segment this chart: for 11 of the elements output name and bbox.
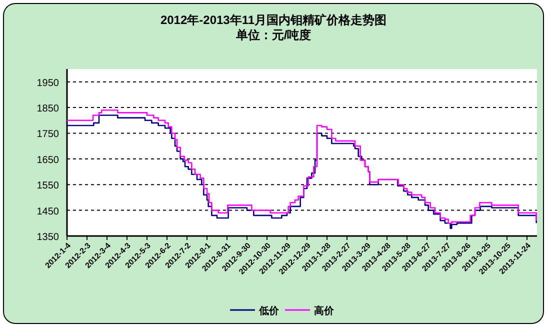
chart-subtitle: 单位：元/吨度 (234, 28, 312, 42)
y-tick-label: 1650 (36, 154, 60, 166)
chart-title: 2012年-2013年11月国内钼精矿价格走势图 (160, 13, 387, 27)
y-tick-label: 1750 (36, 129, 60, 140)
y-tick-label: 1850 (36, 104, 60, 115)
y-tick-label: 1450 (36, 206, 60, 218)
y-tick-label: 1550 (36, 180, 60, 192)
y-tick-label: 1950 (36, 78, 60, 89)
legend-label: 低价 (258, 305, 280, 317)
y-tick-label: 1350 (36, 232, 60, 243)
legend-label: 高价 (314, 305, 335, 317)
